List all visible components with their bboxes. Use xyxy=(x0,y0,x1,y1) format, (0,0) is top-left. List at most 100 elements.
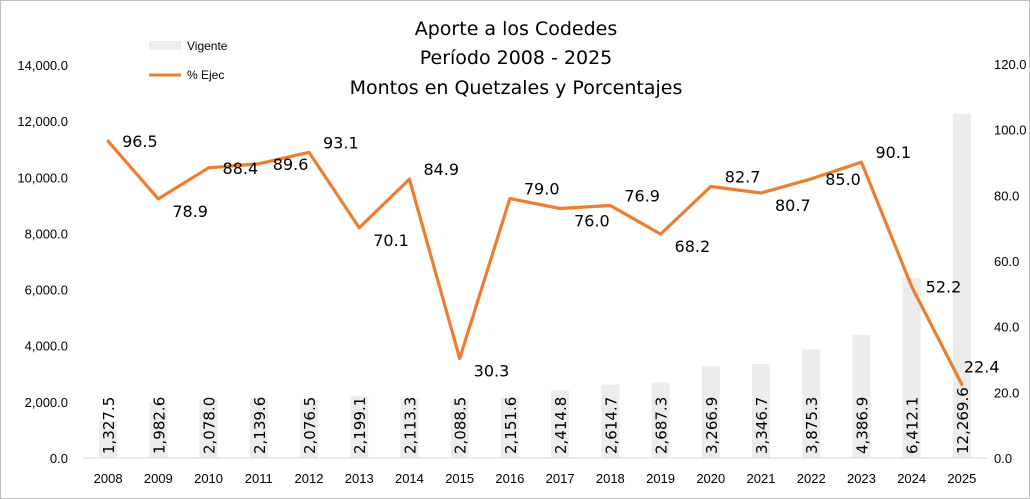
line-value-label: 22.4 xyxy=(964,357,1000,376)
bar xyxy=(802,349,821,458)
x-tick-label: 2021 xyxy=(747,471,776,486)
y-left-tick-label: 12,000.0 xyxy=(17,114,68,129)
line-value-label: 90.1 xyxy=(875,143,911,162)
bar xyxy=(952,113,971,458)
x-tick-label: 2009 xyxy=(144,471,173,486)
x-tick-label: 2015 xyxy=(445,471,474,486)
y-left-tick-label: 8,000.0 xyxy=(25,226,68,241)
bar-value-label: 2,076.5 xyxy=(301,397,319,454)
bar-value-label: 4,386.9 xyxy=(853,397,871,454)
bar-value-label: 2,687.3 xyxy=(653,397,671,454)
bar xyxy=(752,364,770,458)
line-value-label: 93.1 xyxy=(323,133,359,152)
bar xyxy=(300,399,318,458)
bar-value-label: 12,269.6 xyxy=(954,387,972,454)
legend-label-ejec: % Ejec xyxy=(187,68,224,82)
bar-value-label: 6,412.1 xyxy=(904,397,922,454)
x-tick-label: 2014 xyxy=(395,471,424,486)
bar xyxy=(350,396,369,458)
x-tick-label: 2018 xyxy=(596,471,625,486)
bar xyxy=(902,278,921,458)
line-value-label: 80.7 xyxy=(775,196,811,215)
bar xyxy=(400,398,419,458)
line-label-group: 96.5 78.9 88.4 89.6 93.1 70.1 84.9 30.3 79.0 76.0… xyxy=(122,132,999,380)
bar-value-label: 3,266.9 xyxy=(703,397,721,454)
x-tick-label: 2010 xyxy=(194,471,223,486)
y-axis-right: 0.0 20.0 40.0 60.0 80.0 100.0 120.0 xyxy=(994,57,1027,466)
bar xyxy=(249,397,268,458)
bar-label-group: 1,327.5 1,982.6 2,078.0 2,139.6 2,076.5 2,199… xyxy=(100,387,972,454)
x-tick-label: 2025 xyxy=(947,471,976,486)
line-value-label: 85.0 xyxy=(825,170,861,189)
x-tick-label: 2016 xyxy=(495,471,524,486)
x-tick-label: 2012 xyxy=(295,471,324,486)
x-axis: 2008 2009 2010 2011 2012 2013 2014 2015 2016 2017… xyxy=(83,457,987,486)
bar-value-label: 1,327.5 xyxy=(100,397,118,454)
line-value-label: 84.9 xyxy=(423,160,459,179)
bar-value-label: 2,078.0 xyxy=(201,397,219,454)
bar-value-label: 1,982.6 xyxy=(150,397,168,454)
y-right-tick-label: 40.0 xyxy=(994,320,1019,335)
y-axis-left: 0.0 2,000.0 4,000.0 6,000.0 8,000.0 10,000.0 1… xyxy=(17,58,68,466)
y-left-tick-label: 4,000.0 xyxy=(25,339,68,354)
x-tick-label: 2024 xyxy=(897,471,926,486)
bar-value-label: 2,414.8 xyxy=(552,397,570,454)
x-tick-label: 2020 xyxy=(696,471,725,486)
bar xyxy=(149,402,168,458)
line-value-label: 68.2 xyxy=(675,237,711,256)
legend-swatch-vigente xyxy=(149,41,181,50)
chart-title-line-2: Período 2008 - 2025 xyxy=(420,47,613,69)
bar xyxy=(601,384,620,458)
bar xyxy=(701,366,720,458)
line-value-label: 76.0 xyxy=(574,211,610,230)
line-value-label: 70.1 xyxy=(373,231,409,250)
line-value-label: 88.4 xyxy=(223,159,259,178)
bar xyxy=(199,399,218,458)
y-left-tick-label: 14,000.0 xyxy=(17,58,68,73)
y-left-tick-label: 2,000.0 xyxy=(25,395,68,410)
x-tick-label: 2019 xyxy=(646,471,675,486)
y-right-tick-label: 0.0 xyxy=(994,451,1012,466)
bar-value-label: 3,346.7 xyxy=(753,397,771,454)
bar-value-label: 2,113.3 xyxy=(401,397,419,454)
x-tick-label: 2022 xyxy=(797,471,826,486)
line-value-label: 78.9 xyxy=(172,202,208,221)
line-value-label: 96.5 xyxy=(122,132,158,151)
y-right-tick-label: 20.0 xyxy=(994,385,1019,400)
bar xyxy=(551,390,570,458)
line-value-label: 82.7 xyxy=(725,167,761,186)
line-series-ejec xyxy=(106,139,964,387)
chart-title-line-3: Montos en Quetzales y Porcentajes xyxy=(350,77,683,99)
y-right-tick-label: 60.0 xyxy=(994,254,1019,269)
bar xyxy=(651,382,670,458)
y-right-tick-label: 120.0 xyxy=(994,57,1027,72)
line-value-label: 89.6 xyxy=(273,155,309,174)
y-left-tick-label: 0.0 xyxy=(50,451,68,466)
bar-value-label: 2,139.6 xyxy=(251,397,269,454)
x-tick-label: 2011 xyxy=(245,471,273,486)
x-tick-label: 2017 xyxy=(546,471,575,486)
bar-series-vigente xyxy=(99,113,971,458)
bar-value-label: 2,614.7 xyxy=(602,397,620,454)
line-path xyxy=(106,139,964,387)
y-left-tick-label: 6,000.0 xyxy=(25,283,68,298)
legend-label-vigente: Vigente xyxy=(187,39,228,53)
chart-title: Aporte a los Codedes Período 2008 - 2025… xyxy=(350,18,683,99)
chart-title-line-1: Aporte a los Codedes xyxy=(415,18,618,40)
y-right-tick-label: 80.0 xyxy=(994,188,1019,203)
bar xyxy=(450,399,469,458)
line-value-label: 52.2 xyxy=(926,278,962,297)
bar-value-label: 2,088.5 xyxy=(452,397,470,454)
x-tick-label: 2013 xyxy=(345,471,374,486)
legend: Vigente % Ejec xyxy=(149,39,228,82)
bar xyxy=(852,334,871,458)
y-right-tick-label: 100.0 xyxy=(994,123,1027,138)
bar-value-label: 2,199.1 xyxy=(351,397,369,454)
bar xyxy=(500,397,519,458)
bar xyxy=(99,420,118,458)
bar-value-label: 2,151.6 xyxy=(502,397,520,454)
y-left-tick-label: 10,000.0 xyxy=(17,170,68,185)
line-value-label: 79.0 xyxy=(524,180,560,199)
line-value-label: 76.9 xyxy=(624,187,660,206)
